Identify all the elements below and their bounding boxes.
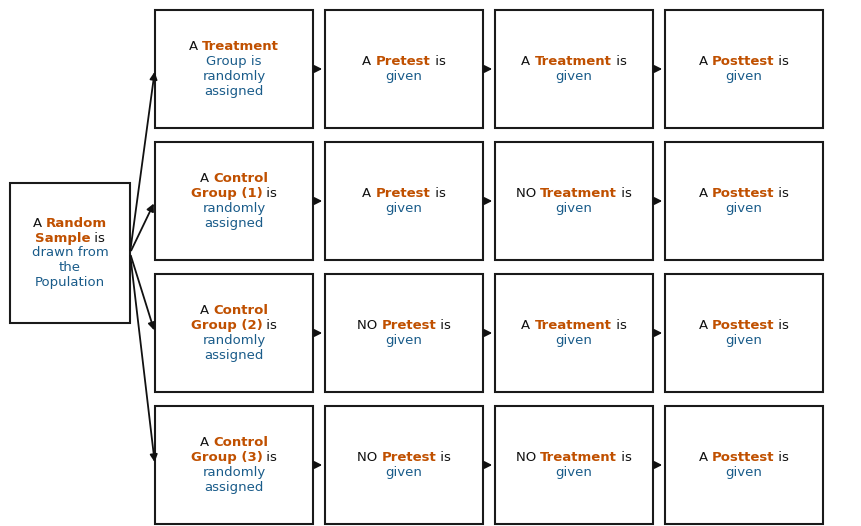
Text: A: A	[362, 187, 375, 200]
Bar	[325, 274, 482, 392]
Text: Posttest: Posttest	[711, 451, 773, 464]
Text: Pretest: Pretest	[381, 319, 436, 332]
Text: given: given	[385, 334, 422, 347]
Text: given: given	[555, 334, 592, 347]
Text: drawn from: drawn from	[32, 247, 108, 259]
Text: Pretest: Pretest	[381, 451, 436, 464]
Text: is: is	[616, 187, 631, 200]
Bar	[155, 142, 313, 260]
Text: Posttest: Posttest	[711, 187, 773, 200]
Bar	[494, 10, 653, 128]
Bar	[664, 406, 822, 524]
Text: Random: Random	[46, 217, 107, 230]
Bar	[664, 142, 822, 260]
Bar	[325, 142, 482, 260]
Text: NO: NO	[515, 187, 540, 200]
Text: Treatment: Treatment	[540, 187, 616, 200]
Text: assigned: assigned	[204, 349, 263, 361]
Bar	[494, 142, 653, 260]
Bar	[155, 406, 313, 524]
Bar	[325, 10, 482, 128]
Text: is: is	[616, 451, 631, 464]
Text: A: A	[521, 55, 534, 68]
Text: randomly: randomly	[202, 334, 265, 347]
Text: Group is: Group is	[206, 55, 262, 68]
Text: NO: NO	[356, 319, 381, 332]
Text: Group (2): Group (2)	[190, 319, 262, 332]
Text: is: is	[430, 55, 445, 68]
Text: assigned: assigned	[204, 85, 263, 98]
Text: Posttest: Posttest	[711, 55, 773, 68]
Text: given: given	[385, 202, 422, 215]
Text: Group (1): Group (1)	[190, 187, 262, 200]
Text: the: the	[59, 261, 81, 274]
Text: given: given	[385, 70, 422, 83]
Text: A: A	[697, 187, 711, 200]
Text: Treatment: Treatment	[540, 451, 616, 464]
Text: Treatment: Treatment	[534, 55, 611, 68]
Text: Sample: Sample	[34, 232, 90, 245]
Text: given: given	[555, 202, 592, 215]
Text: is: is	[773, 319, 789, 332]
Text: assigned: assigned	[204, 217, 263, 229]
Text: A: A	[33, 217, 46, 230]
Bar	[155, 10, 313, 128]
Text: is: is	[773, 451, 789, 464]
Text: given: given	[725, 466, 761, 479]
Bar	[155, 274, 313, 392]
Text: is: is	[436, 319, 450, 332]
Text: is: is	[90, 232, 105, 245]
Text: Group (3): Group (3)	[190, 451, 263, 464]
Text: given: given	[555, 70, 592, 83]
Text: assigned: assigned	[204, 481, 263, 493]
Text: Control: Control	[213, 173, 268, 185]
Text: Posttest: Posttest	[711, 319, 773, 332]
Text: randomly: randomly	[202, 202, 265, 215]
Text: is: is	[773, 55, 789, 68]
Text: A: A	[697, 451, 711, 464]
Text: is: is	[262, 319, 277, 332]
Bar	[494, 406, 653, 524]
Text: is: is	[263, 451, 277, 464]
Text: Treatment: Treatment	[202, 41, 279, 54]
Text: is: is	[262, 187, 277, 200]
Text: is: is	[773, 187, 789, 200]
Text: A: A	[697, 55, 711, 68]
Text: A: A	[200, 437, 213, 449]
Text: A: A	[362, 55, 375, 68]
Text: A: A	[200, 173, 213, 185]
Text: Population: Population	[35, 276, 105, 289]
Text: is: is	[436, 451, 450, 464]
Text: is: is	[430, 187, 445, 200]
Text: randomly: randomly	[202, 466, 265, 479]
Text: Pretest: Pretest	[375, 187, 430, 200]
Text: given: given	[555, 466, 592, 479]
Text: A: A	[697, 319, 711, 332]
Text: A: A	[189, 41, 202, 54]
Text: given: given	[385, 466, 422, 479]
Bar	[325, 406, 482, 524]
Bar	[10, 183, 130, 323]
Text: A: A	[521, 319, 534, 332]
Text: given: given	[725, 334, 761, 347]
Text: given: given	[725, 70, 761, 83]
Text: is: is	[611, 319, 626, 332]
Text: NO: NO	[356, 451, 381, 464]
Text: is: is	[611, 55, 626, 68]
Text: Treatment: Treatment	[534, 319, 611, 332]
Text: given: given	[725, 202, 761, 215]
Bar	[494, 274, 653, 392]
Text: randomly: randomly	[202, 70, 265, 83]
Text: Control: Control	[213, 437, 268, 449]
Text: Control: Control	[213, 305, 268, 317]
Text: NO: NO	[515, 451, 540, 464]
Bar	[664, 274, 822, 392]
Text: Pretest: Pretest	[375, 55, 430, 68]
Bar	[664, 10, 822, 128]
Text: A: A	[200, 305, 213, 317]
